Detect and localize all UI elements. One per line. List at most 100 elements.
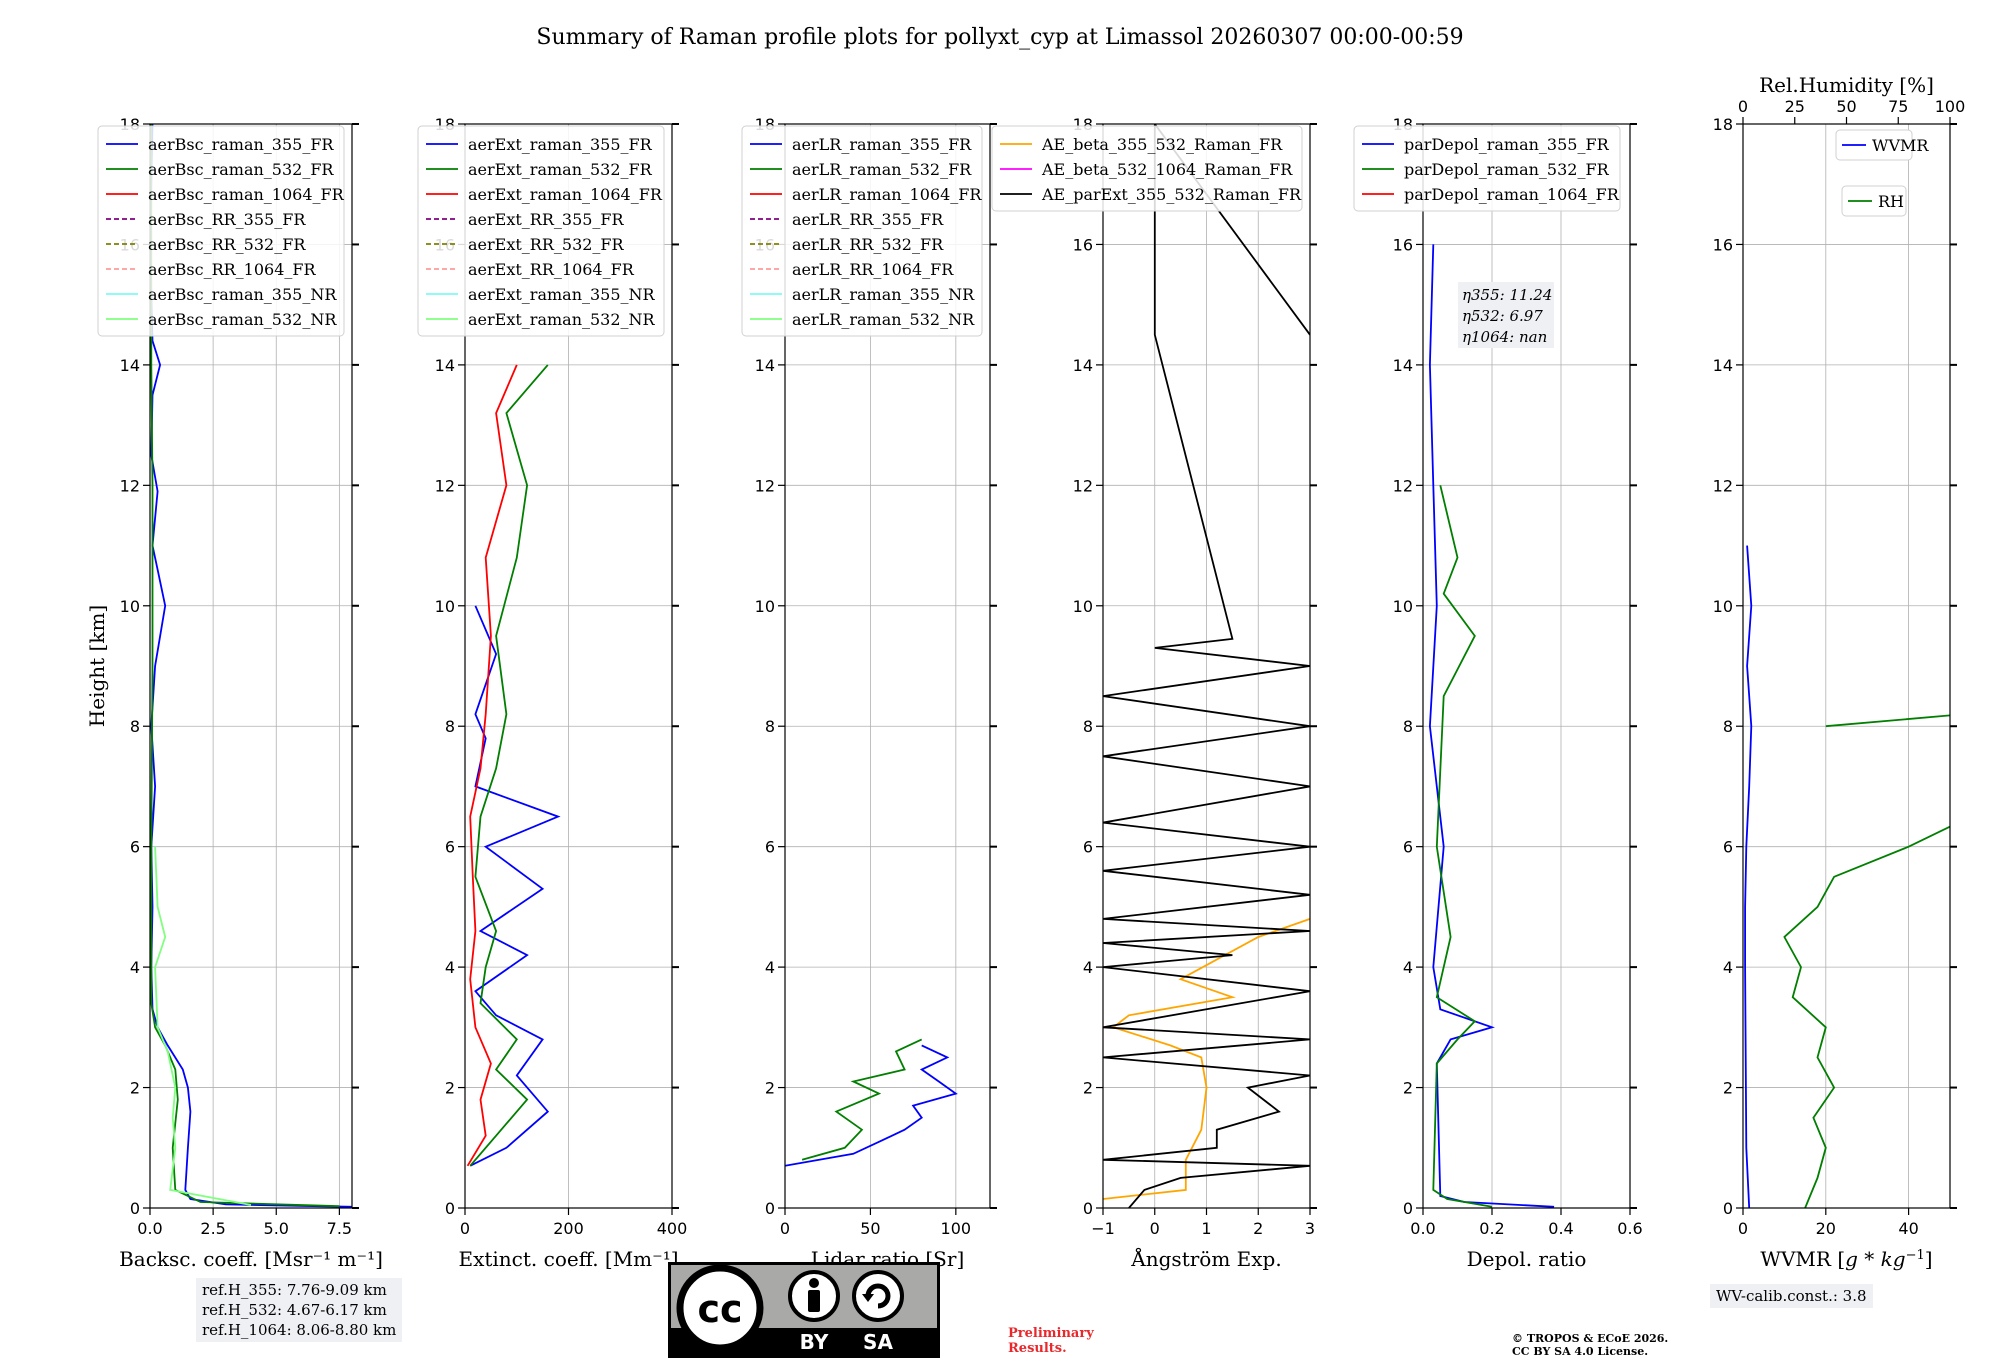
- xtick-label-wvmr: 40: [1898, 1219, 1918, 1238]
- ytick-label-backscatter: 12: [120, 476, 140, 495]
- reference-heights-box: ref.H_355: 7.76-9.09 km ref.H_532: 4.67-…: [196, 1278, 403, 1342]
- xtick-label-depol: 0.6: [1617, 1219, 1642, 1238]
- legend-box-angstrom: [991, 125, 1303, 212]
- legend-label-aerBsc_RR_532_FR: aerBsc_RR_532_FR: [148, 235, 306, 254]
- legend-label-RH: RH: [1878, 192, 1904, 211]
- xtick-label-angstrom: 1: [1201, 1219, 1211, 1238]
- xlabel-part-wvmr: g: [1845, 1247, 1858, 1271]
- legend-label-aerLR_raman_532_NR: aerLR_raman_532_NR: [792, 310, 975, 329]
- top-xtick-label-wvmr: 0: [1738, 97, 1748, 116]
- legend-depol: parDepol_raman_355_FR parDepol_raman_532_…: [1353, 125, 1621, 212]
- sa-label: SA: [863, 1330, 893, 1354]
- legend-label-aerBsc_RR_355_FR: aerBsc_RR_355_FR: [148, 210, 306, 229]
- sa-arrow: [865, 1283, 891, 1309]
- series-group-extinction: [466, 364, 561, 1167]
- axes-frame-backscatter: [149, 123, 353, 1209]
- ytick-label-extinction: 6: [445, 838, 455, 857]
- ytick-label-backscatter: 6: [130, 838, 140, 857]
- cc-by-sa-license-badge: cc BY SA: [668, 1262, 940, 1358]
- series-group-wvmr: [1744, 545, 1950, 1208]
- ytick-label-angstrom: 12: [1073, 476, 1093, 495]
- series-line-aerBsc_raman_532_FR: [150, 124, 340, 1208]
- by-person-head: [809, 1278, 819, 1288]
- legend-label-AE_parExt_355_532_Raman_FR: AE_parExt_355_532_Raman_FR: [1041, 185, 1302, 204]
- ytick-label-backscatter: 4: [130, 958, 140, 977]
- xtick-label-angstrom: 2: [1253, 1219, 1263, 1238]
- eta-line-0: η355: 11.24: [1462, 286, 1552, 304]
- legend-label-AE_beta_532_1064_Raman_FR: AE_beta_532_1064_Raman_FR: [1041, 160, 1293, 179]
- legend-angstrom: AE_beta_355_532_Raman_FR AE_beta_532_1064…: [991, 125, 1303, 212]
- ytick-label-angstrom: 8: [1083, 717, 1093, 736]
- eta-line-1: η532: 6.97: [1462, 307, 1543, 325]
- legend-label-parDepol_raman_532_FR: parDepol_raman_532_FR: [1404, 160, 1610, 179]
- series-line-AE_beta_355_532_Raman_FR: [1103, 918, 1310, 1200]
- sa-arrow-head: [862, 1294, 874, 1302]
- series-line-aerLR_raman_355_FR: [785, 1044, 958, 1167]
- ytick-label-backscatter: 0: [130, 1199, 140, 1218]
- copyright-line-1: © TROPOS & ECoE 2026.: [1512, 1332, 1669, 1345]
- ytick-label-angstrom: 2: [1083, 1079, 1093, 1098]
- ytick-label-angstrom: 4: [1083, 958, 1093, 977]
- legend-label-aerLR_raman_1064_FR: aerLR_raman_1064_FR: [792, 185, 982, 204]
- legend-label-AE_beta_355_532_Raman_FR: AE_beta_355_532_Raman_FR: [1041, 135, 1283, 154]
- copyright-line-2: CC BY SA 4.0 License.: [1512, 1345, 1649, 1358]
- ref-height-1064: ref.H_1064: 8.06-8.80 km: [202, 1321, 397, 1339]
- ytick-label-depol: 16: [1393, 235, 1413, 254]
- ytick-label-extinction: 2: [445, 1079, 455, 1098]
- xtick-label-wvmr: 20: [1816, 1219, 1836, 1238]
- legend-label-aerExt_raman_1064_FR: aerExt_raman_1064_FR: [468, 185, 663, 204]
- legend-label-aerBsc_raman_532_NR: aerBsc_raman_532_NR: [148, 310, 337, 329]
- xtick-label-lidar_ratio: 100: [941, 1219, 972, 1238]
- legend-label-aerBsc_raman_532_FR: aerBsc_raman_532_FR: [148, 160, 334, 179]
- legend-box-WVMR: [1835, 129, 1913, 161]
- series-line-aerExt_raman_532_FR: [469, 364, 549, 1167]
- legend-label-aerExt_raman_532_NR: aerExt_raman_532_NR: [468, 310, 656, 329]
- ytick-label-wvmr: 8: [1723, 717, 1733, 736]
- series-line-WVMR: [1744, 545, 1753, 1208]
- legend-label-aerLR_raman_355_NR: aerLR_raman_355_NR: [792, 285, 975, 304]
- ylabel-backscatter: Height [km]: [85, 605, 109, 727]
- legend-label-parDepol_raman_355_FR: parDepol_raman_355_FR: [1404, 135, 1610, 154]
- series-line-AE_parExt_355_532_Raman_FR: [1103, 124, 1310, 1208]
- axes-frame-wvmr: [1742, 123, 1951, 1209]
- ytick-label-wvmr: 12: [1713, 476, 1733, 495]
- panel-lidar_ratio: 024681012141618050100Lidar ratio [Sr]aer…: [741, 115, 997, 1271]
- panel-wvmr: 0 2 4 6 8 10 12 14 16 18 0 20 40 WVMR [g * kg−1] 0 25 50…: [1713, 73, 1966, 1271]
- xlabel-part-wvmr: kg: [1881, 1247, 1906, 1271]
- xlabel-depol: Depol. ratio: [1467, 1247, 1587, 1271]
- ytick-label-depol: 2: [1403, 1079, 1413, 1098]
- ytick-label-wvmr: 18: [1713, 115, 1733, 134]
- sa-share-icon: [852, 1270, 904, 1322]
- xlabel-extinction: Extinct. coeff. [Mm⁻¹]: [458, 1247, 678, 1271]
- series-line-RH: [1783, 714, 1950, 1208]
- ytick-label-wvmr: 6: [1723, 838, 1733, 857]
- legend-label-aerLR_RR_355_FR: aerLR_RR_355_FR: [792, 210, 944, 229]
- series-line-parDepol_raman_355_FR: [1428, 244, 1555, 1208]
- legend-box-lidar_ratio: [741, 125, 983, 337]
- ytick-label-depol: 12: [1393, 476, 1413, 495]
- ytick-label-extinction: 10: [435, 597, 455, 616]
- legend-label-aerExt_raman_355_NR: aerExt_raman_355_NR: [468, 285, 656, 304]
- xtick-label-angstrom: −1: [1091, 1219, 1115, 1238]
- xtick-label-angstrom: 3: [1305, 1219, 1315, 1238]
- by-label: BY: [800, 1330, 829, 1354]
- preliminary-line-1: Preliminary: [1008, 1326, 1094, 1341]
- ytick-label-lidar_ratio: 0: [765, 1199, 775, 1218]
- figure-title: Summary of Raman profile plots for polly…: [536, 25, 1463, 50]
- ytick-label-extinction: 14: [435, 356, 455, 375]
- xlabel-part-wvmr: ]: [1925, 1247, 1933, 1271]
- xtick-label-depol: 0.4: [1548, 1219, 1573, 1238]
- xlabel-part-wvmr: *: [1858, 1247, 1881, 1271]
- ytick-label-depol: 6: [1403, 838, 1413, 857]
- cc-icon-text: cc: [697, 1287, 742, 1331]
- xtick-label-angstrom: 0: [1150, 1219, 1160, 1238]
- xtick-label-backscatter: 5.0: [264, 1219, 289, 1238]
- ytick-label-angstrom: 14: [1073, 356, 1093, 375]
- ytick-label-angstrom: 10: [1073, 597, 1093, 616]
- legend-label-aerBsc_raman_1064_FR: aerBsc_raman_1064_FR: [148, 185, 345, 204]
- ytick-label-depol: 0: [1403, 1199, 1413, 1218]
- ytick-label-angstrom: 6: [1083, 838, 1093, 857]
